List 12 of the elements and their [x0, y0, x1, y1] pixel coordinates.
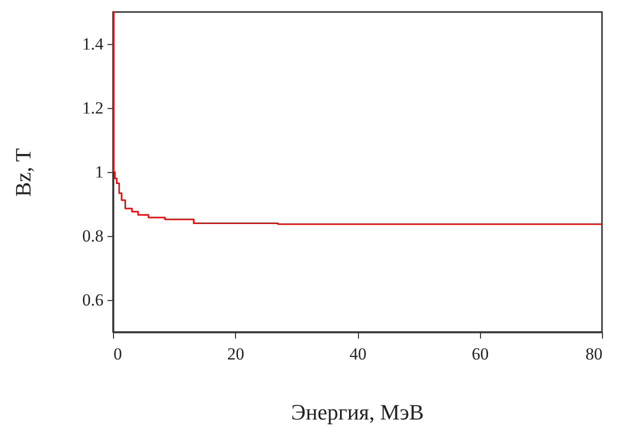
x-tick-label: 40 [350, 344, 366, 364]
x-axis-title: Энергия, МэВ [291, 400, 424, 424]
x-tick-label: 0 [114, 344, 122, 364]
y-tick-label: 1.2 [82, 98, 104, 118]
x-tick-label: 20 [227, 344, 244, 364]
y-tick-label: 0.8 [82, 226, 104, 246]
y-tick-label: 1 [95, 162, 104, 182]
y-tick-label: 0.6 [82, 290, 104, 310]
x-tick-label: 80 [586, 344, 602, 364]
y-axis-title: Bz, T [10, 148, 36, 197]
x-tick-label: 60 [472, 344, 489, 364]
y-tick-label: 1.4 [82, 34, 104, 54]
